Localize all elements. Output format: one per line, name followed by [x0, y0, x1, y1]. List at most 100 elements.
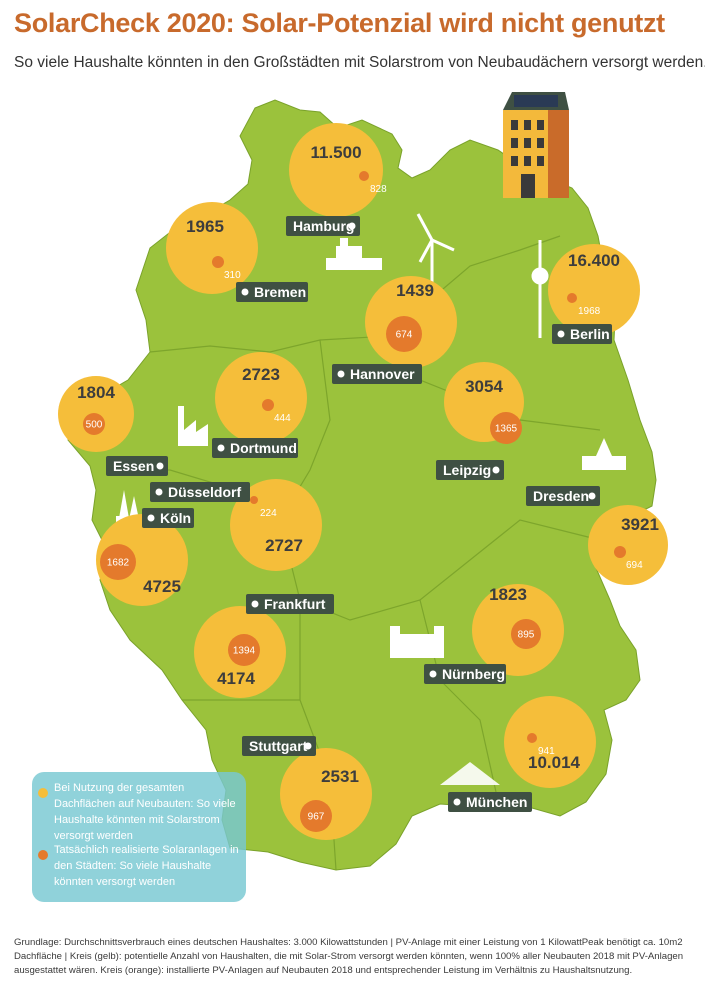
city-name: Stuttgart — [249, 738, 308, 754]
city-name: Dresden — [533, 488, 589, 504]
potential-circle — [588, 505, 668, 585]
mountains-icon — [440, 762, 500, 785]
legend-realized-dot — [38, 850, 48, 860]
potential-circle — [215, 352, 307, 444]
city-label: Bremen — [236, 282, 308, 302]
city-label-box — [142, 508, 194, 528]
germany-map: 11.500 828 1965 310 16.400 1968 1439 674 2723 444… — [58, 92, 668, 871]
potential-value: 3054 — [465, 377, 503, 396]
potential-value: 1439 — [396, 281, 434, 300]
city-label: Dortmund — [212, 438, 298, 458]
city-label: Leipzig — [436, 460, 504, 480]
potential-value: 11.500 — [310, 143, 361, 162]
potential-value: 2723 — [242, 365, 280, 384]
city-name: Frankfurt — [264, 596, 326, 612]
potential-value: 1823 — [489, 585, 527, 604]
city-label: München — [448, 792, 532, 812]
city-name: Hamburg — [293, 218, 354, 234]
potential-circle — [166, 202, 258, 294]
potential-value: 3921 — [621, 515, 659, 534]
realized-value: 828 — [370, 184, 387, 195]
realized-circle — [300, 800, 332, 832]
realized-circle — [511, 619, 541, 649]
city-dot — [429, 670, 437, 678]
page-subtitle: So viele Haushalte könnten in den Großst… — [14, 54, 705, 71]
city-label-box — [242, 736, 316, 756]
realized-value: 1394 — [233, 646, 256, 657]
legend-potential-label: Bei Nutzung der gesamten Dachflächen auf… — [54, 782, 236, 842]
city-label: Essen — [106, 456, 168, 476]
city-name: Leipzig — [443, 462, 491, 478]
realized-circle — [567, 293, 577, 303]
city-label-box — [448, 792, 532, 812]
potential-circle — [504, 696, 596, 788]
potential-value: 2531 — [321, 767, 359, 786]
realized-value: 1968 — [578, 306, 601, 317]
city-label: Dresden — [526, 486, 600, 506]
city-dot — [588, 492, 596, 500]
city-label-box — [526, 486, 600, 506]
city-label-box — [332, 364, 422, 384]
city-dot — [156, 462, 164, 470]
city-label-box — [236, 282, 308, 302]
city-dot — [241, 288, 249, 296]
potential-value: 2727 — [265, 536, 303, 555]
city-name: Köln — [160, 510, 191, 526]
realized-circle — [386, 316, 422, 352]
realized-circle — [250, 496, 258, 504]
legend-realized-label: Tatsächlich realisierte Solaranlagen in … — [54, 844, 239, 888]
city-name: Düsseldorf — [168, 484, 241, 500]
potential-circle — [548, 244, 640, 336]
realized-value: 694 — [626, 560, 643, 571]
city-label-box — [212, 438, 298, 458]
city-label: Nürnberg — [424, 664, 506, 684]
potential-value: 10.014 — [528, 753, 581, 772]
city-dot — [217, 444, 225, 452]
realized-circle — [100, 544, 136, 580]
city-label-box — [106, 456, 168, 476]
potential-value: 1804 — [77, 383, 115, 402]
potential-value: 4174 — [217, 669, 255, 688]
potential-circle — [289, 123, 383, 217]
city-dot — [453, 798, 461, 806]
page-title: SolarCheck 2020: Solar-Potenzial wird ni… — [14, 8, 665, 38]
city-label-box — [436, 460, 504, 480]
realized-value: 1682 — [107, 558, 130, 569]
city-name: Nürnberg — [442, 666, 505, 682]
city-name: Bremen — [254, 284, 306, 300]
city-label: Hamburg — [286, 216, 360, 236]
legend: Bei Nutzung der gesamten Dachflächen auf… — [32, 772, 246, 902]
city-label: Düsseldorf — [150, 482, 250, 502]
city-dot — [304, 742, 312, 750]
realized-circle — [83, 413, 105, 435]
city-name: Hannover — [350, 366, 415, 382]
city-dot — [557, 330, 565, 338]
city-label: Berlin — [552, 324, 612, 344]
realized-value: 500 — [86, 420, 103, 431]
city-dot — [348, 222, 356, 230]
realized-circle — [614, 546, 626, 558]
castle-nuernberg-icon — [390, 626, 444, 658]
realized-circle — [490, 412, 522, 444]
city-label: Köln — [142, 508, 194, 528]
city-dot — [155, 488, 163, 496]
city-dot — [251, 600, 259, 608]
city-label-box — [424, 664, 506, 684]
realized-value: 224 — [260, 508, 277, 519]
city-dot — [492, 466, 500, 474]
footnote: Grundlage: Durchschnittsverbrauch eines … — [14, 937, 684, 976]
building-icon — [503, 92, 569, 198]
realized-value: 895 — [518, 630, 535, 641]
potential-value: 4725 — [143, 577, 181, 596]
city-name: München — [466, 794, 527, 810]
city-label-box — [552, 324, 612, 344]
realized-circle — [359, 171, 369, 181]
potential-circle — [96, 514, 188, 606]
tv-tower-icon — [531, 240, 549, 338]
potential-value: 1965 — [186, 217, 224, 236]
church-dresden-icon — [582, 438, 626, 470]
city-layer: 11.500 828 1965 310 16.400 1968 1439 674 2723 444… — [58, 123, 668, 840]
realized-value: 444 — [274, 413, 291, 424]
city-label-box — [246, 594, 334, 614]
realized-circle — [527, 733, 537, 743]
